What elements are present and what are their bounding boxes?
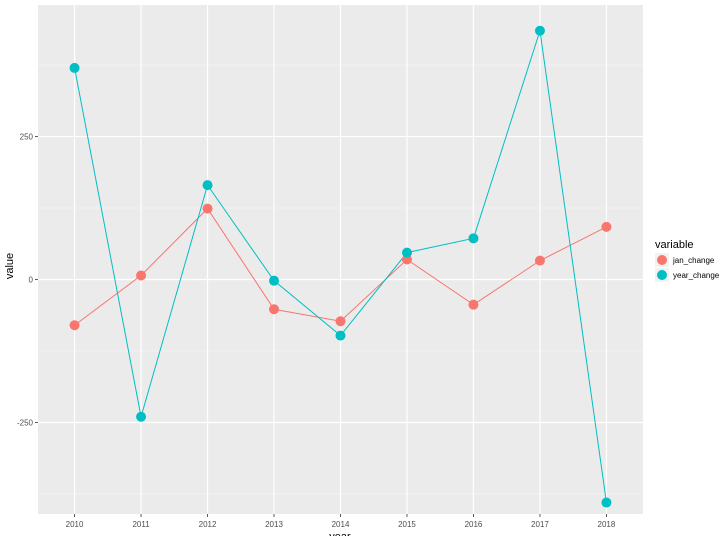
data-point-jan_change [269, 304, 280, 315]
data-point-jan_change [601, 221, 612, 232]
x-tick-label: 2018 [598, 520, 616, 529]
data-point-jan_change [69, 320, 80, 331]
y-tick-label: -250 [17, 418, 34, 427]
data-points [69, 25, 612, 508]
legend: variable jan_change year_change [655, 239, 720, 282]
x-tick-label: 2010 [66, 520, 84, 529]
x-tick-label: 2012 [199, 520, 217, 529]
data-point-jan_change [136, 270, 147, 281]
data-point-year_change [468, 233, 479, 244]
x-tick-label: 2014 [332, 520, 350, 529]
legend-key-year_change [657, 270, 667, 280]
x-tick-label: 2017 [531, 520, 549, 529]
x-tick-label: 2011 [132, 520, 150, 529]
data-point-jan_change [335, 316, 346, 327]
legend-items: jan_change year_change [655, 253, 720, 282]
x-tick-label: 2013 [265, 520, 283, 529]
data-point-year_change [601, 497, 612, 508]
data-point-year_change [69, 62, 80, 73]
y-axis-label: value [4, 253, 16, 279]
y-tick-label: 250 [20, 133, 34, 142]
data-point-year_change [401, 247, 412, 258]
data-point-jan_change [202, 203, 213, 214]
legend-key-jan_change [657, 255, 667, 265]
x-tick-label: 2016 [465, 520, 483, 529]
legend-label-year_change: year_change [673, 271, 720, 280]
data-point-year_change [335, 330, 346, 341]
data-point-jan_change [534, 255, 545, 266]
data-point-jan_change [468, 299, 479, 310]
legend-title: variable [655, 239, 694, 251]
data-point-year_change [202, 180, 213, 191]
data-point-year_change [534, 25, 545, 36]
x-tick-label: 2015 [398, 520, 416, 529]
legend-label-jan_change: jan_change [672, 256, 715, 265]
data-point-year_change [136, 411, 147, 422]
x-axis-label: year [329, 531, 351, 536]
data-point-year_change [269, 275, 280, 286]
axes: -250 0 250 2010 2011 2012 2013 2014 2015 2016 2017… [17, 133, 616, 529]
data-point-jan_change [401, 254, 412, 265]
y-tick-label: 0 [29, 276, 34, 285]
